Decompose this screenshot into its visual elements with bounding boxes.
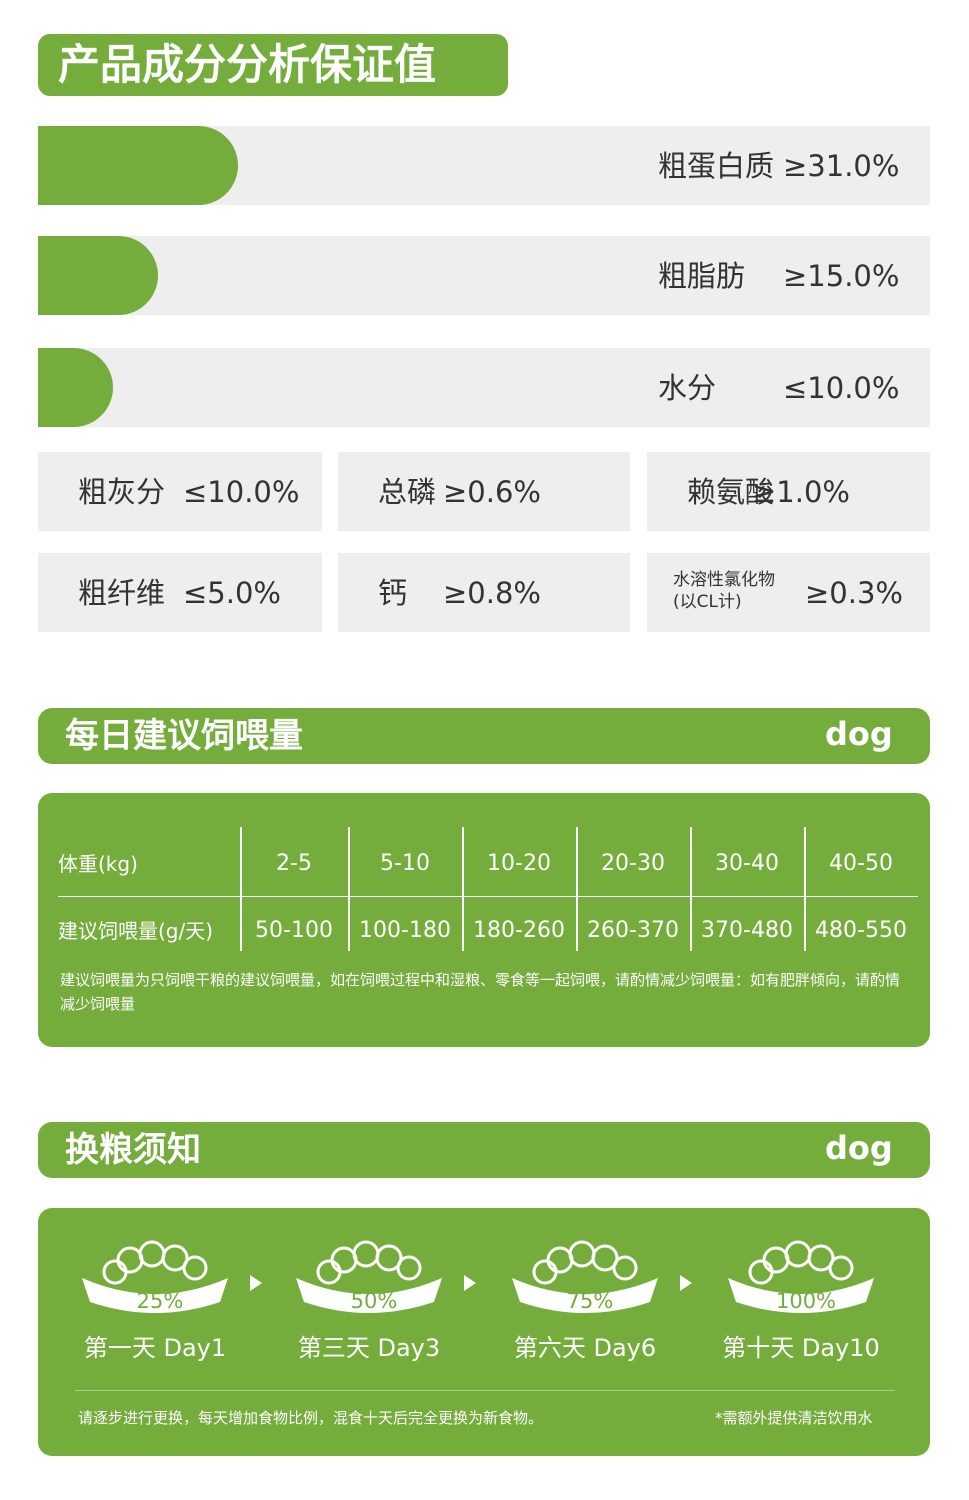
row-divider [58, 896, 918, 897]
note: 请逐步进行更换，每天增加食物比例，混食十天后完全更换为新食物。 [78, 1409, 544, 1427]
box-value: ≤10.0% [183, 475, 300, 509]
section-tag: dog [825, 1129, 893, 1167]
section-tag: dog [825, 715, 893, 753]
step-percent: 50% [350, 1289, 398, 1313]
nutrient-box: 水溶性氯化物 (以CL计) ≥0.3% [647, 553, 930, 632]
bowl-icon [294, 1240, 444, 1320]
bar: 水分 ≤10.0% [38, 348, 930, 427]
section-header [38, 708, 930, 764]
step-label: 第一天 Day1 [83, 1334, 227, 1362]
section-title: 换粮须知 [65, 1130, 201, 1170]
bowl [82, 1240, 228, 1313]
box-label: 赖氨酸 [687, 475, 775, 509]
arrow [464, 1275, 476, 1291]
bowl [728, 1240, 874, 1313]
column-divider [240, 827, 242, 951]
title-pill [38, 34, 508, 96]
bar-fill [38, 126, 238, 205]
note-right: *需额外提供清洁饮用水 [715, 1409, 873, 1427]
step-percent: 100% [775, 1289, 837, 1313]
title: 产品成分分析保证值 [58, 40, 437, 89]
bar-fill [38, 236, 158, 315]
bar-value: ≥15.0% [783, 259, 900, 293]
table-cell: 体重(kg) [58, 852, 138, 876]
box-value: ≤5.0% [183, 576, 281, 610]
step-label: 第三天 Day3 [297, 1334, 441, 1362]
column-divider [576, 827, 578, 951]
step-percent: 75% [566, 1289, 614, 1313]
bar-value: ≤10.0% [783, 371, 900, 405]
column-divider [690, 827, 692, 951]
table-cell: 100-180 [359, 918, 451, 943]
box-label: 水溶性氯化物 [673, 570, 775, 590]
box-label: 钙 [378, 576, 408, 610]
table-cell: 10-20 [487, 851, 551, 876]
step-label: 第六天 Day6 [513, 1334, 657, 1362]
nutrient-box: 总磷 ≥0.6% [338, 452, 630, 531]
table-cell: 2-5 [276, 851, 312, 876]
bowl-icon [510, 1240, 660, 1320]
nutrient-box: 粗灰分 ≤10.0% [38, 452, 322, 531]
table-cell: 50-100 [255, 918, 333, 943]
panel [38, 793, 930, 1047]
arrow [250, 1275, 262, 1291]
column-divider [348, 827, 350, 951]
bowl [512, 1240, 658, 1313]
step-label: 第十天 Day10 [722, 1334, 880, 1362]
table-cell: 20-30 [601, 851, 665, 876]
table-cell: 40-50 [829, 851, 893, 876]
table-cell: 建议饲喂量(g/天) [58, 919, 214, 943]
bowl-icon [80, 1240, 230, 1320]
box-sublabel: (以CL计) [673, 592, 742, 612]
box-value: ≥1.0% [752, 475, 850, 509]
box-label: 粗灰分 [78, 475, 166, 509]
nutrient-box: 钙 ≥0.8% [338, 553, 630, 632]
table-cell: 180-260 [473, 918, 565, 943]
column-divider [804, 827, 806, 951]
bar: 粗脂肪 ≥15.0% [38, 236, 930, 315]
section-title: 每日建议饲喂量 [65, 716, 303, 756]
table-cell: 370-480 [701, 918, 793, 943]
bar: 粗蛋白质 ≥31.0% [38, 126, 930, 205]
table-cell: 5-10 [380, 851, 430, 876]
box-label: 粗纤维 [78, 576, 166, 610]
bar-label: 水分 [658, 371, 717, 405]
nutrient-box: 赖氨酸 ≥1.0% [647, 452, 930, 531]
box-label: 总磷 [378, 475, 437, 509]
bar-label: 粗蛋白质 [658, 149, 775, 183]
divider [75, 1390, 895, 1391]
bar-fill [38, 348, 113, 427]
bowl-icon [726, 1240, 876, 1320]
box-value: ≥0.3% [805, 576, 903, 610]
bar-value: ≥31.0% [783, 149, 900, 183]
nutrient-box: 粗纤维 ≤5.0% [38, 553, 322, 632]
box-value: ≥0.6% [443, 475, 541, 509]
box-value: ≥0.8% [443, 576, 541, 610]
bar-label: 粗脂肪 [658, 259, 746, 293]
table-cell: 480-550 [815, 918, 907, 943]
bowl [296, 1240, 442, 1313]
step-percent: 25% [136, 1289, 184, 1313]
note: 建议饲喂量为只饲喂干粮的建议饲喂量，如在饲喂过程中和湿粮、零食等一起饲喂，请酌情… [60, 971, 901, 1013]
table-cell: 260-370 [587, 918, 679, 943]
column-divider [462, 827, 464, 951]
section-header [38, 1122, 930, 1178]
table-cell: 30-40 [715, 851, 779, 876]
arrow [680, 1275, 692, 1291]
